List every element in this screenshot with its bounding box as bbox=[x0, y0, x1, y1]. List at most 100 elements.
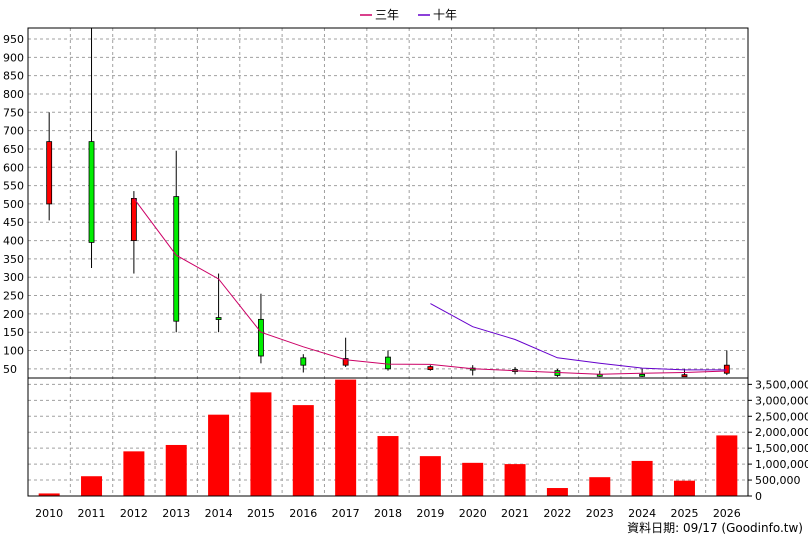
legend-label-0: 三年 bbox=[375, 8, 399, 22]
year-tick-label: 2017 bbox=[332, 507, 360, 520]
candle bbox=[300, 354, 307, 373]
source-note: 資料日期: 09/17 (Goodinfo.tw) bbox=[627, 521, 803, 535]
volume-tick-label: 2,500,000 bbox=[755, 410, 808, 423]
average-lines bbox=[133, 198, 727, 375]
candle bbox=[723, 350, 730, 376]
candle-body bbox=[723, 364, 730, 374]
candle-body bbox=[639, 373, 646, 377]
volume-tick-label: 2,000,000 bbox=[755, 426, 808, 439]
candle bbox=[258, 293, 264, 364]
candle-body bbox=[130, 198, 137, 241]
year-tick-label: 2022 bbox=[543, 507, 571, 520]
price-tick-label: 300 bbox=[3, 271, 24, 284]
price-tick-label: 600 bbox=[3, 161, 24, 174]
candle bbox=[215, 273, 222, 333]
candle-body bbox=[385, 356, 391, 370]
candle bbox=[46, 112, 53, 221]
volume-bar bbox=[335, 379, 357, 496]
volume-bar bbox=[631, 460, 653, 496]
candle-body bbox=[88, 141, 95, 243]
candle-body bbox=[342, 358, 349, 366]
volume-tick-label: 1,500,000 bbox=[755, 442, 808, 455]
candle bbox=[88, 28, 95, 269]
price-axis: 50 100 150 200 250 300 350 400 450 500 550 600 650 70… bbox=[3, 33, 24, 376]
series-line-0 bbox=[133, 198, 727, 375]
price-tick-label: 900 bbox=[3, 51, 24, 64]
candlesticks bbox=[46, 28, 730, 378]
volume-bar bbox=[504, 464, 526, 496]
price-tick-label: 800 bbox=[3, 88, 24, 101]
price-tick-label: 100 bbox=[3, 345, 24, 358]
candle-body bbox=[215, 317, 222, 320]
price-tick-label: 450 bbox=[3, 216, 24, 229]
candle bbox=[130, 191, 137, 274]
volume-bar bbox=[716, 435, 738, 496]
year-tick-label: 2026 bbox=[713, 507, 741, 520]
price-tick-label: 350 bbox=[3, 253, 24, 266]
candle-body bbox=[173, 196, 180, 322]
price-tick-label: 950 bbox=[3, 33, 24, 46]
candle bbox=[342, 337, 349, 368]
volume-bar bbox=[419, 456, 441, 496]
year-tick-label: 2012 bbox=[120, 507, 148, 520]
volume-tick-label: 3,000,000 bbox=[755, 394, 808, 407]
year-tick-label: 2011 bbox=[78, 507, 106, 520]
year-tick-label: 2010 bbox=[35, 507, 63, 520]
candle-body bbox=[46, 141, 53, 205]
year-tick-label: 2019 bbox=[416, 507, 444, 520]
price-tick-label: 850 bbox=[3, 70, 24, 83]
volume-bar bbox=[377, 436, 399, 496]
volume-bar bbox=[589, 477, 611, 496]
price-tick-label: 200 bbox=[3, 308, 24, 321]
volume-bar bbox=[123, 451, 145, 496]
volume-tick-label: 500,000 bbox=[755, 474, 801, 487]
year-tick-label: 2013 bbox=[162, 507, 190, 520]
year-tick-label: 2025 bbox=[670, 507, 698, 520]
grid bbox=[28, 28, 748, 496]
year-tick-label: 2021 bbox=[501, 507, 529, 520]
volume-bar bbox=[208, 414, 230, 496]
volume-panel-frame bbox=[27, 377, 749, 497]
candle bbox=[427, 365, 434, 371]
price-tick-label: 700 bbox=[3, 125, 24, 138]
candle-body bbox=[300, 357, 307, 366]
volume-bar bbox=[462, 462, 484, 496]
volume-bar bbox=[81, 476, 103, 496]
year-tick-label: 2023 bbox=[586, 507, 614, 520]
candle bbox=[173, 150, 180, 333]
x-axis: 2010 2011 2012 2013 2014 2015 2016 2017 2018 2019… bbox=[35, 507, 741, 520]
volume-bar bbox=[250, 392, 272, 496]
year-tick-label: 2014 bbox=[205, 507, 233, 520]
price-tick-label: 500 bbox=[3, 198, 24, 211]
year-tick-label: 2024 bbox=[628, 507, 656, 520]
price-tick-label: 400 bbox=[3, 235, 24, 248]
candle bbox=[469, 365, 476, 376]
price-tick-label: 750 bbox=[3, 106, 24, 119]
price-tick-label: 550 bbox=[3, 180, 24, 193]
volume-bars bbox=[38, 379, 738, 496]
volume-tick-label: 0 bbox=[755, 490, 762, 503]
candle-body bbox=[258, 318, 264, 357]
year-tick-label: 2018 bbox=[374, 507, 402, 520]
volume-bar bbox=[546, 488, 568, 496]
volume-tick-label: 1,000,000 bbox=[755, 458, 808, 471]
volume-bar bbox=[673, 480, 695, 496]
plot-frame bbox=[27, 27, 749, 497]
price-tick-label: 650 bbox=[3, 143, 24, 156]
volume-tick-label: 3,500,000 bbox=[755, 378, 808, 391]
candle-body bbox=[681, 374, 688, 378]
legend: 三年 十年 bbox=[360, 8, 457, 22]
legend-label-1: 十年 bbox=[433, 8, 457, 22]
year-tick-label: 2016 bbox=[289, 507, 317, 520]
candle bbox=[385, 350, 391, 371]
year-tick-label: 2015 bbox=[247, 507, 275, 520]
volume-bar bbox=[165, 444, 187, 496]
price-tick-label: 150 bbox=[3, 326, 24, 339]
price-tick-label: 50 bbox=[3, 363, 17, 376]
volume-axis: 0 500,000 1,000,000 1,500,000 2,000,000 2,500… bbox=[748, 378, 808, 503]
candle-body bbox=[427, 366, 434, 370]
volume-bar bbox=[38, 493, 60, 496]
price-tick-label: 250 bbox=[3, 290, 24, 303]
volume-bar bbox=[292, 405, 314, 496]
